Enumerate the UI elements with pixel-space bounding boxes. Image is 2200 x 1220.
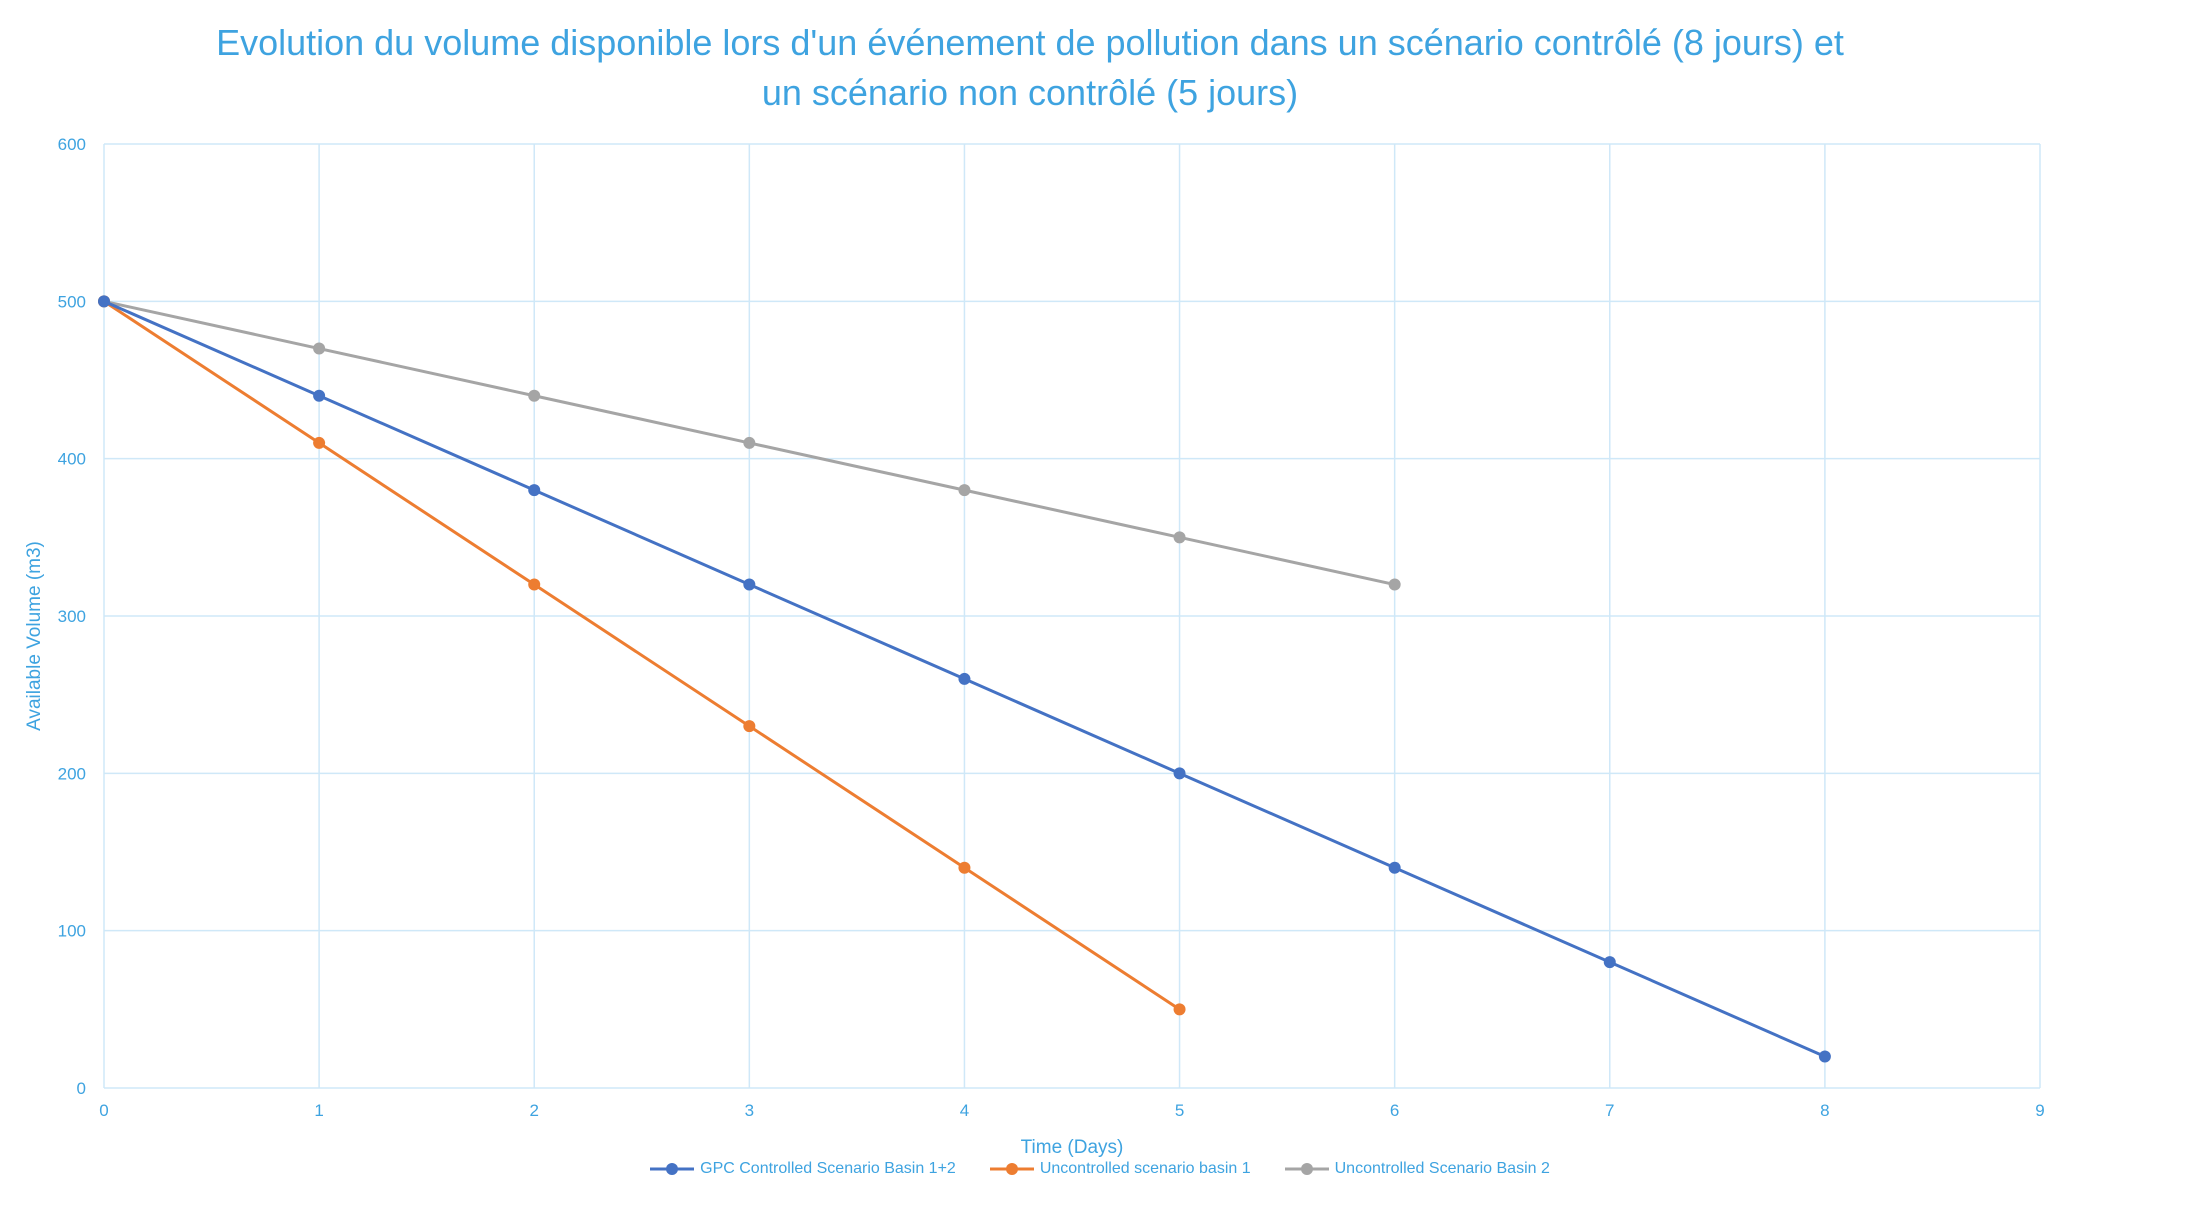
y-tick-label: 200	[58, 764, 86, 783]
data-point	[958, 672, 971, 685]
x-tick-label: 9	[2035, 1101, 2044, 1120]
legend-label: GPC Controlled Scenario Basin 1+2	[700, 1160, 956, 1177]
x-axis-title: Time (Days)	[1021, 1137, 1124, 1158]
x-tick-label: 0	[99, 1101, 108, 1120]
legend-swatch	[1284, 1163, 1329, 1175]
grid-layer	[103, 143, 2041, 1089]
data-point	[1603, 956, 1616, 969]
y-tick-label: 300	[58, 607, 86, 626]
x-tick-label: 3	[745, 1101, 754, 1120]
data-point	[1173, 1003, 1186, 1016]
y-tick-label: 100	[58, 922, 86, 941]
data-point	[313, 436, 326, 449]
y-tick-label: 400	[58, 450, 86, 469]
y-tick-label: 500	[58, 292, 86, 311]
data-point	[958, 861, 971, 874]
data-point	[1173, 531, 1186, 544]
y-tick-label: 0	[77, 1079, 86, 1098]
data-point	[743, 436, 756, 449]
x-tick-label: 7	[1605, 1101, 1614, 1120]
data-point	[1818, 1050, 1831, 1063]
data-point	[528, 484, 541, 497]
x-tick-label: 5	[1175, 1101, 1184, 1120]
data-point	[528, 389, 541, 402]
data-point	[98, 295, 110, 308]
data-point	[313, 389, 326, 402]
y-tick-label: 600	[58, 135, 86, 154]
data-point	[743, 578, 756, 591]
x-tick-label: 1	[314, 1101, 323, 1120]
data-point	[528, 578, 541, 591]
x-tick-label: 6	[1390, 1101, 1399, 1120]
data-point	[1388, 861, 1401, 874]
legend-swatch	[989, 1163, 1034, 1175]
series-layer	[98, 295, 1831, 1063]
legend-swatch	[650, 1163, 695, 1175]
legend-item: GPC Controlled Scenario Basin 1+2	[650, 1160, 956, 1178]
chart-title: Evolution du volume disponible lors d'un…	[216, 22, 1844, 113]
x-tick-label: 8	[1820, 1101, 1829, 1120]
data-point	[1173, 767, 1186, 780]
y-axis-title: Available Volume (m3)	[24, 541, 45, 731]
x-tick-label: 4	[960, 1101, 969, 1120]
data-point	[743, 720, 756, 733]
legend-item: Uncontrolled scenario basin 1	[989, 1160, 1251, 1178]
chart-legend: GPC Controlled Scenario Basin 1+2 Uncontr…	[0, 1160, 2200, 1178]
data-point	[958, 484, 971, 497]
legend-item: Uncontrolled Scenario Basin 2	[1284, 1160, 1550, 1178]
legend-label: Uncontrolled scenario basin 1	[1039, 1160, 1251, 1177]
data-point	[313, 342, 326, 355]
series-line	[103, 300, 1181, 1011]
legend-label: Uncontrolled Scenario Basin 2	[1334, 1160, 1550, 1177]
x-tick-label: 2	[529, 1101, 538, 1120]
tick-label-layer: 0 100 200 300 400 500 600 0 1 2 3 4 5 6 7 8 9	[58, 135, 2045, 1120]
data-point	[1388, 578, 1401, 591]
